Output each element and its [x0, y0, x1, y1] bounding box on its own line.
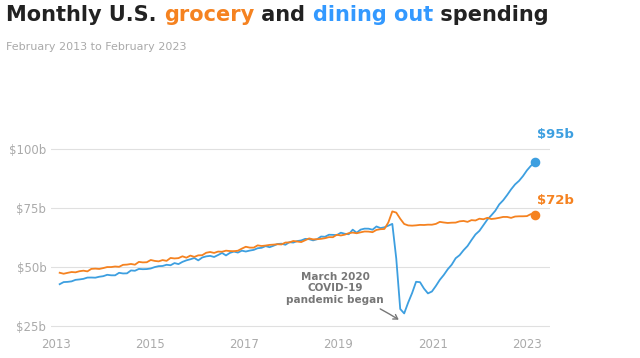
- Point: [530, 212, 540, 218]
- Text: spending: spending: [433, 5, 548, 25]
- Text: dining out: dining out: [313, 5, 433, 25]
- Text: and: and: [254, 5, 313, 25]
- Text: Monthly U.S.: Monthly U.S.: [6, 5, 164, 25]
- Text: grocery: grocery: [164, 5, 254, 25]
- Text: March 2020
COVID-19
pandemic began: March 2020 COVID-19 pandemic began: [286, 272, 397, 319]
- Text: February 2013 to February 2023: February 2013 to February 2023: [6, 42, 187, 52]
- Point: [530, 160, 540, 165]
- Text: $95b: $95b: [538, 128, 574, 141]
- Text: $72b: $72b: [538, 194, 574, 207]
